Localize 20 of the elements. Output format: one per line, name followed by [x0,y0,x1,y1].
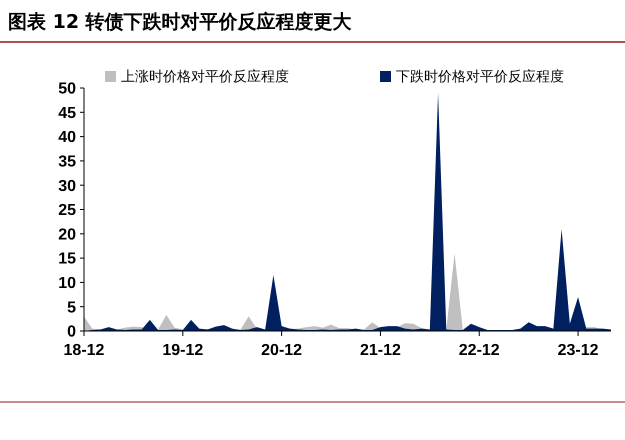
x-tick-label: 21-12 [360,342,401,359]
y-tick-label: 30 [58,178,76,195]
y-tick-label: 15 [58,250,76,268]
chart-title: 图表 12 转债下跌时对平价反应程度更大 [8,11,353,33]
legend-label: 下跌时价格对平价反应程度 [396,69,564,85]
x-tick-label: 18-12 [64,342,105,359]
y-tick-label: 0 [67,324,76,341]
y-tick-label: 45 [58,104,76,122]
y-tick-label: 25 [58,202,76,220]
x-tick-label: 23-12 [558,342,599,359]
legend-label: 上涨时价格对平价反应程度 [121,69,289,85]
x-tick-label: 22-12 [458,342,500,359]
y-tick-label: 50 [58,80,76,98]
x-tick-label: 19-12 [162,342,204,359]
y-tick-label: 5 [67,299,76,316]
y-tick-label: 40 [58,129,76,146]
y-tick-label: 10 [58,275,76,292]
y-tick-label: 35 [58,154,76,170]
x-tick-label: 20-12 [261,342,302,359]
y-tick-label: 20 [58,226,76,244]
